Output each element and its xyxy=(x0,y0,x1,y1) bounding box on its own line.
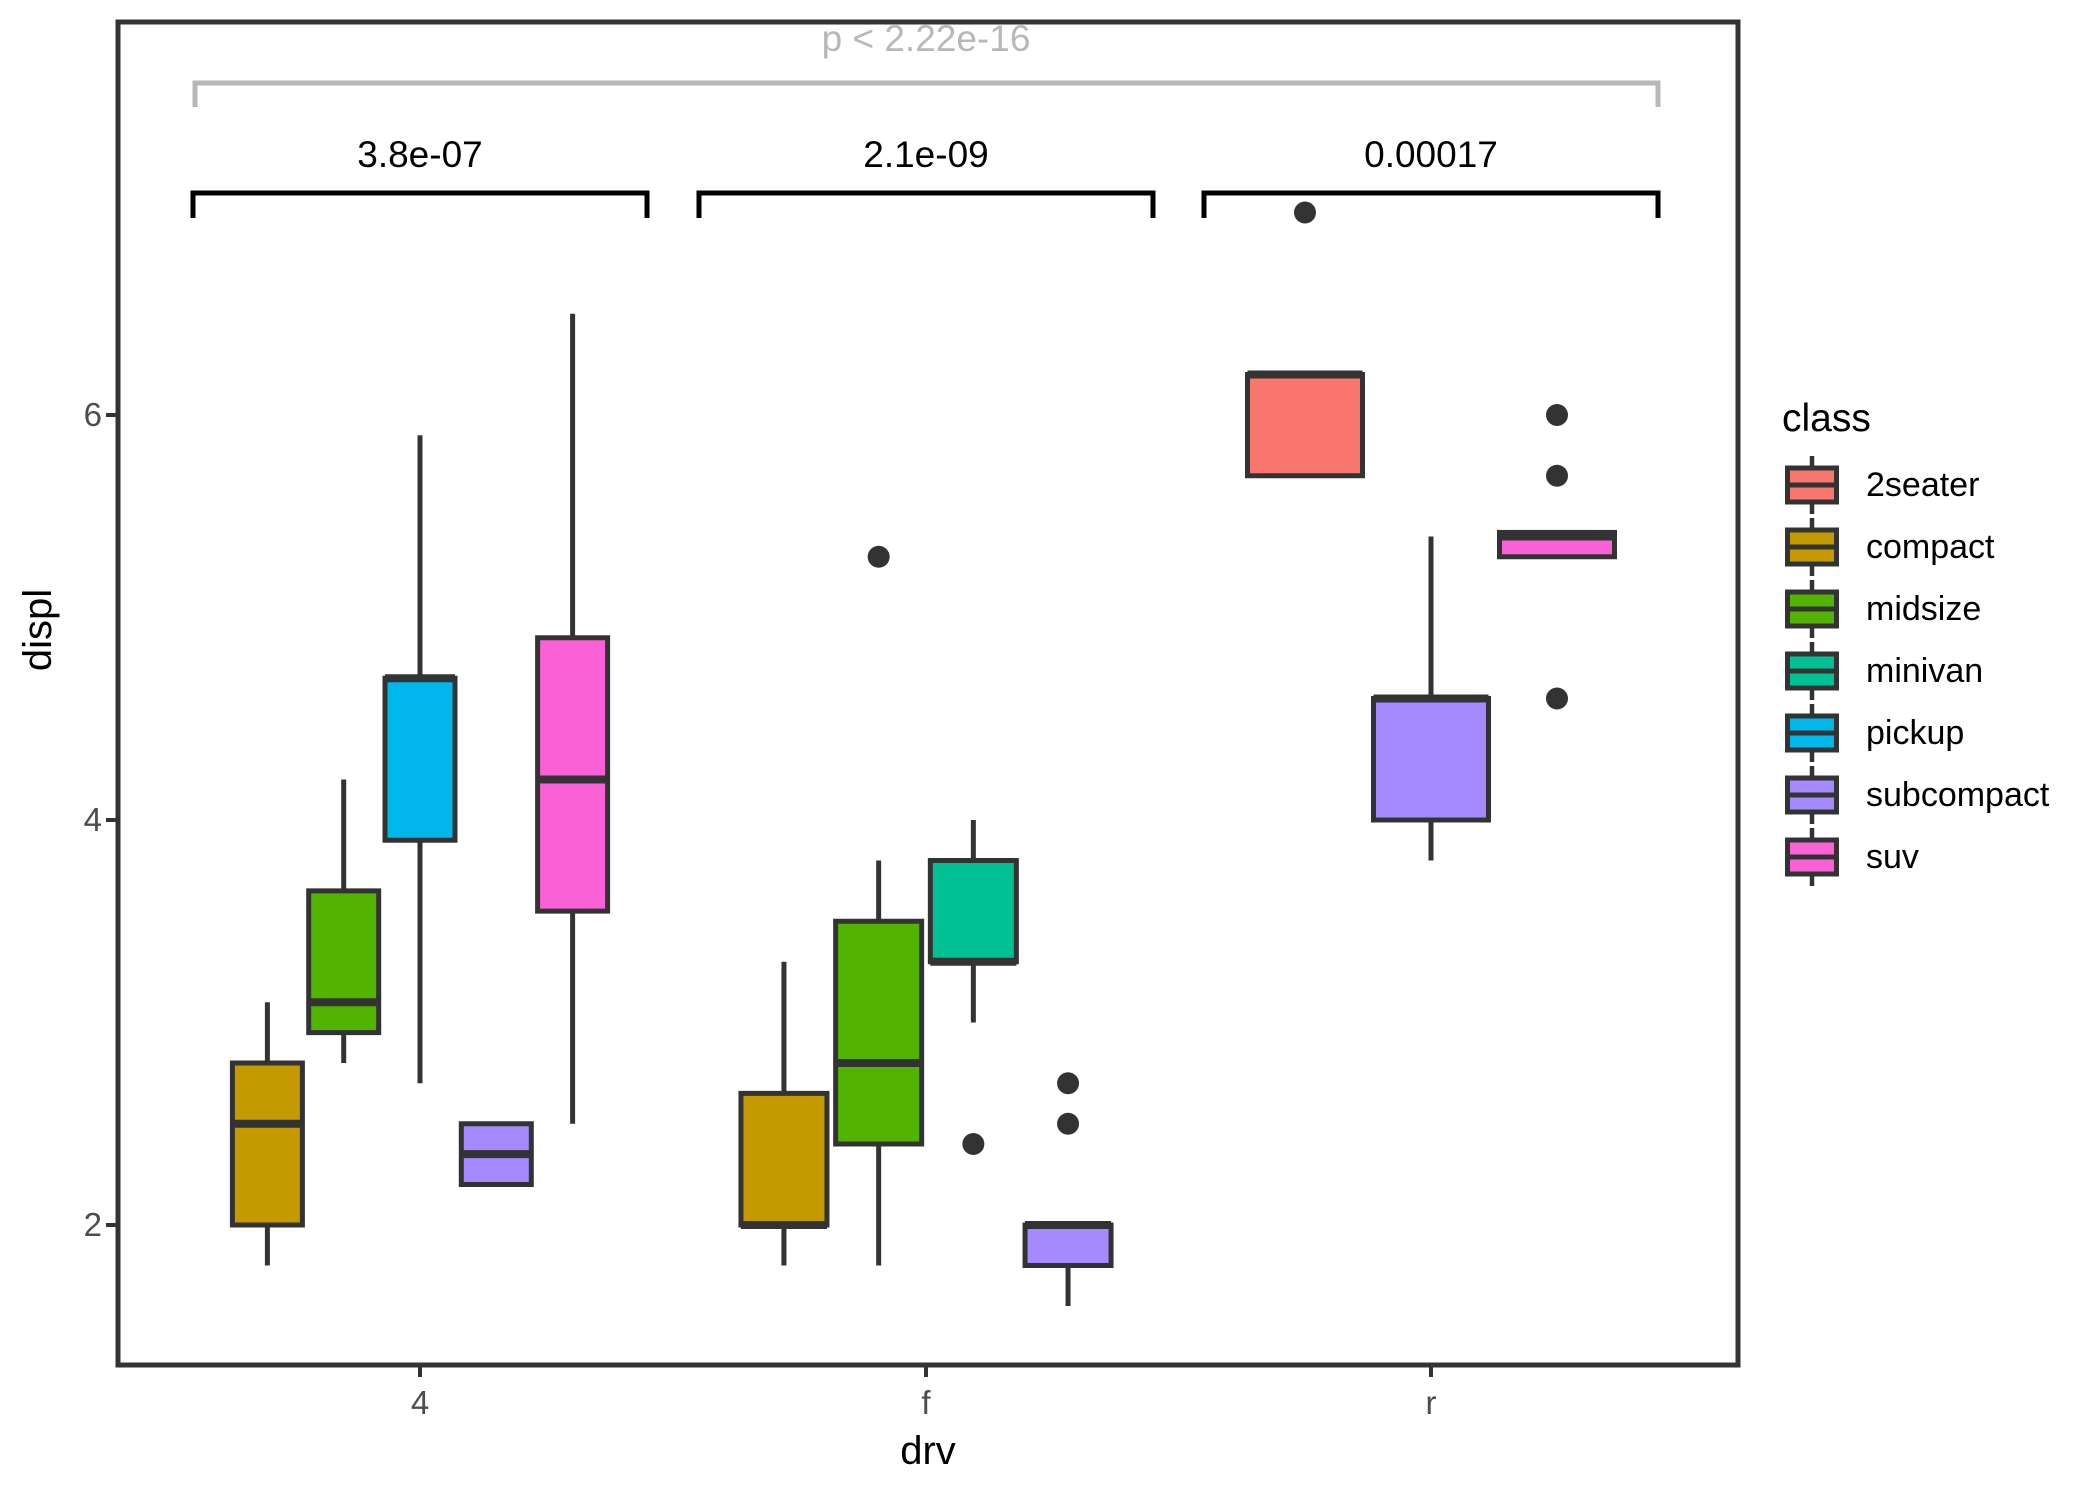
box-r-subcompact xyxy=(1371,696,1491,823)
significance-bracket-f xyxy=(696,190,1156,218)
legend-item-pickup: pickup xyxy=(1768,702,2098,764)
y-tick-label-2: 2 xyxy=(83,1206,102,1243)
box-f-midsize-outlier-dot xyxy=(867,545,890,568)
y-tick-label-6: 6 xyxy=(83,396,102,433)
legend-item-label: compact xyxy=(1866,527,1995,566)
significance-bracket-r xyxy=(1201,190,1661,218)
boxplot-key-icon xyxy=(1785,580,1839,638)
pvalue-label-group-r: 0.00017 xyxy=(1364,134,1498,175)
box-f-subcompact-outlier-dot xyxy=(1057,1072,1080,1095)
box-r-suv-outlier-dot xyxy=(1546,464,1568,487)
box-r-suv-outlier-dot xyxy=(1546,404,1568,426)
boxplot-key-icon xyxy=(1785,456,1839,514)
box-f-subcompact xyxy=(1022,1222,1114,1268)
box-f-compact xyxy=(738,1090,830,1228)
box-4-midsize xyxy=(306,888,382,1036)
box-f-minivan-outlier-dot xyxy=(962,1133,985,1155)
pvalue-label-group-f: 2.1e-09 xyxy=(863,134,989,175)
y-tick-label-4: 4 xyxy=(83,801,102,838)
x-tick-label-f: f xyxy=(921,1384,931,1421)
x-tick-label-r: r xyxy=(1425,1384,1437,1421)
legend-item-minivan: minivan xyxy=(1768,640,2098,702)
legend-item-compact: compact xyxy=(1768,516,2098,578)
y-axis-title: displ xyxy=(16,588,60,672)
boxplot-key-icon xyxy=(1785,828,1839,886)
legend-title: class xyxy=(1782,397,1871,440)
legend-item-midsize: midsize xyxy=(1768,578,2098,640)
x-tick-label-4: 4 xyxy=(410,1384,430,1421)
x-axis-title: drv xyxy=(900,1429,956,1473)
pvalue-label-group-4: 3.8e-07 xyxy=(357,134,483,175)
boxplot-key-icon xyxy=(1785,704,1839,762)
box-f-midsize xyxy=(833,918,925,1147)
panel-border xyxy=(115,19,1741,1368)
legend-item-label: 2seater xyxy=(1866,465,1980,504)
box-r-suv-outlier-dot xyxy=(1546,687,1568,710)
legend-item-label: subcompact xyxy=(1866,775,2050,814)
global-significance-bracket xyxy=(192,80,1661,107)
box-f-minivan xyxy=(927,858,1019,965)
boxplot-key-icon xyxy=(1785,518,1839,576)
box-4-suv xyxy=(535,635,611,914)
box-r-2seater xyxy=(1245,372,1365,479)
box-r-2seater-outlier-dot xyxy=(1294,201,1316,224)
legend-item-2seater: 2seater xyxy=(1768,454,2098,516)
legend-item-subcompact: subcompact xyxy=(1768,764,2098,826)
legend-item-suv: suv xyxy=(1768,826,2098,888)
legend-item-label: midsize xyxy=(1866,589,1982,628)
global-pvalue-label: p < 2.22e-16 xyxy=(821,18,1031,59)
boxplot-key-icon xyxy=(1785,642,1839,700)
legend: class 2seater compact midsize minivan pi… xyxy=(1768,396,2098,888)
legend-item-label: suv xyxy=(1866,837,1919,876)
significance-bracket-4 xyxy=(190,190,650,218)
box-4-compact xyxy=(229,1060,305,1228)
boxplot-key-icon xyxy=(1785,766,1839,824)
box-f-subcompact-outlier-dot xyxy=(1057,1112,1080,1135)
legend-item-label: pickup xyxy=(1866,713,1965,752)
box-4-pickup xyxy=(382,675,458,843)
legend-item-label: minivan xyxy=(1866,651,1984,690)
